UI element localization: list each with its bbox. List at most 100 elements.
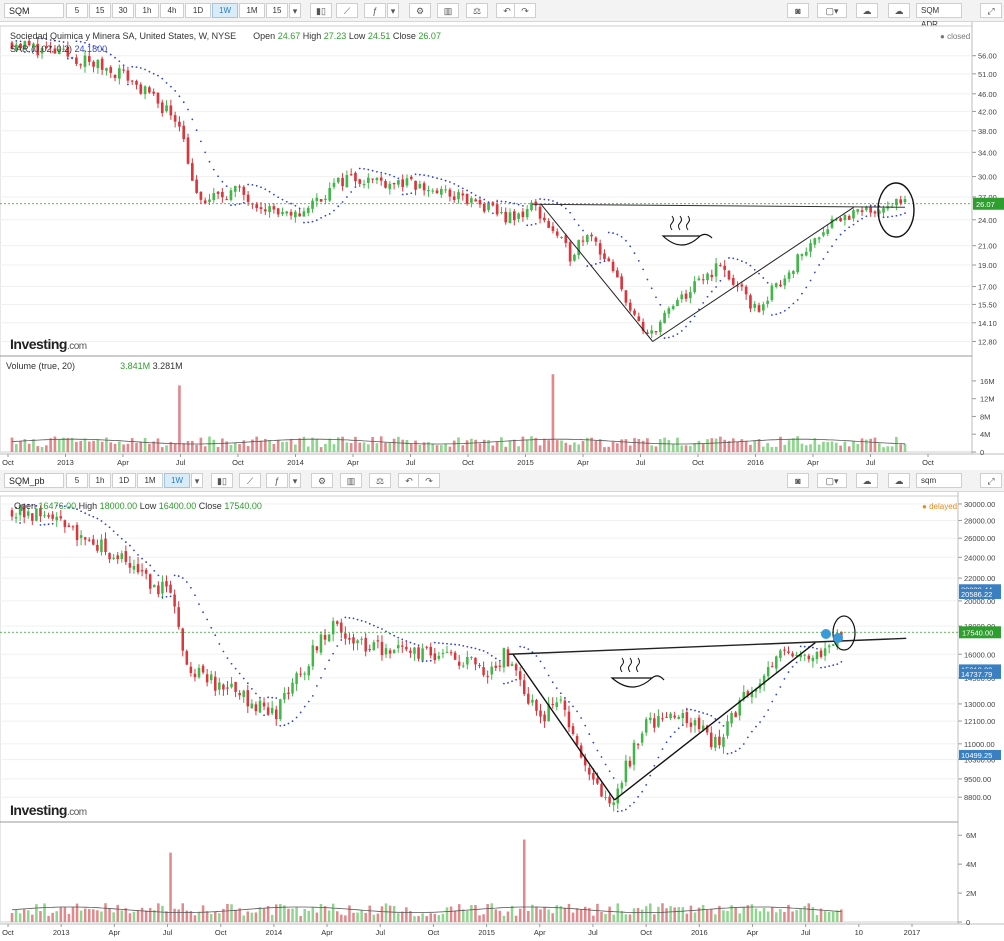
bottom-candles-style-icon[interactable]: ▮▯ [211,473,233,488]
top-sar-dot [689,320,692,323]
top-candle-body [873,211,877,214]
top-symbol-input[interactable]: SQM [4,3,64,18]
bottom-interval-1w[interactable]: 1W [164,473,190,488]
bottom-candle-body [59,516,63,519]
top-candle-body [384,181,387,188]
bottom-sar-dot [364,620,367,623]
top-volume-bar [36,446,40,452]
bottom-candle-body [600,784,603,797]
bottom-compare-scale-icon[interactable]: ⚖ [369,473,391,488]
bottom-volume-bar [47,915,50,922]
bottom-candle-body [291,682,294,694]
bottom-sar-dot [202,611,204,614]
bottom-interval-dropdown-icon[interactable]: ▾ [191,473,203,488]
bottom-bars-icon[interactable]: ▥ [340,473,362,488]
bottom-indicators-dropdown-icon[interactable]: ▾ [289,473,301,488]
bottom-candle-body [96,544,99,551]
top-interval-1m[interactable]: 1M [239,3,265,18]
top-interval-4h[interactable]: 4h [160,3,184,18]
top-volume-bar [208,436,211,452]
top-volume-bar [512,439,516,452]
bottom-undo-icon[interactable]: ↶ [398,473,420,488]
settings-gear-icon[interactable]: ⚙ [409,3,431,18]
bottom-volume-bar [718,905,721,922]
indicators-dropdown-icon[interactable]: ▾ [387,3,399,18]
bottom-interval-1d[interactable]: 1D [112,473,136,488]
bottom-interval-1m[interactable]: 1M [137,473,163,488]
bottom-symbol-input[interactable]: SQM_pb [4,473,64,488]
top-volume-bar [620,439,623,452]
top-candle-body [680,294,684,300]
bottom-color-picker-icon[interactable]: ▢▾ [817,473,847,488]
bottom-redo-icon[interactable]: ↷ [418,473,440,488]
bottom-volume-bar [604,914,607,922]
color-picker-icon[interactable]: ▢▾ [817,3,847,18]
bottom-left-trend-line [512,653,616,801]
top-sar-dot [444,179,447,182]
top-interval-1w[interactable]: 1W [212,3,238,18]
top-chart-canvas[interactable]: 56.00 51.00 46.00 42.00 38.00 34.00 30.00 27.00… [0,22,1004,470]
bottom-sar-dot [84,512,87,515]
top-fullscreen-icon[interactable]: ⤢ [980,3,1002,18]
bottom-volume-bar [685,913,689,922]
bottom-sar-dot [726,752,729,755]
area-style-icon[interactable]: ⟋ [336,3,358,18]
bars-icon[interactable]: ▥ [437,3,459,18]
top-interval-5[interactable]: 5 [66,3,88,18]
bottom-volume-bar [356,912,359,922]
bottom-candle-body [449,652,453,654]
top-symbol-label[interactable]: SQM ADR [916,3,962,29]
bottom-sar-dot [271,696,274,699]
bottom-volume-bar [173,908,176,922]
top-volume-bar [504,446,508,452]
bottom-volume-bar [266,906,270,922]
camera-snapshot-icon[interactable]: ◙ [787,3,809,18]
bottom-indicators-icon[interactable]: ƒ [266,473,288,488]
top-candle-body [620,276,623,290]
bottom-high-label: High [78,501,98,511]
bottom-price-tag-label: 17540.00 [962,628,993,637]
top-candle-body [564,235,568,243]
indicators-icon[interactable]: ƒ [364,3,386,18]
bottom-volume-bar [612,914,615,922]
top-interval-15[interactable]: 15 [89,3,111,18]
bottom-symbol-label[interactable]: sqm [916,473,962,488]
bottom-camera-snapshot-icon[interactable]: ◙ [787,473,809,488]
bottom-fullscreen-icon[interactable]: ⤢ [980,473,1002,488]
cloud-save-icon[interactable]: ☁ [888,3,910,18]
top-candle-body [439,188,443,195]
top-candle-body [289,211,293,216]
bottom-low-value: 16400.00 [158,501,197,511]
top-interval-1d[interactable]: 1D [185,3,211,18]
bottom-interval-5[interactable]: 5 [66,473,88,488]
bottom-candle-body [714,736,717,748]
bottom-cloud-load-icon[interactable]: ☁ [856,473,878,488]
redo-icon[interactable]: ↷ [514,3,536,18]
top-sar-dot [148,70,151,73]
top-candle-body [753,303,757,308]
top-interval-30[interactable]: 30 [112,3,134,18]
compare-scale-icon[interactable]: ⚖ [466,3,488,18]
top-x-tick-label: Jul [406,458,416,467]
top-candle-body [637,316,641,322]
top-candle-body [895,198,898,206]
top-sar-dot [436,177,438,180]
candles-style-icon[interactable]: ▮▯ [310,3,332,18]
top-sar-dot [491,212,494,215]
top-sar-dot [58,40,61,43]
top-interval-15-alt[interactable]: 15 [266,3,288,18]
top-volume-bar [195,444,198,452]
bottom-chart-canvas[interactable]: 30000.00 28000.00 26000.00 24000.00 22000.00… [0,492,1004,941]
bottom-x-tick-label: 2014 [266,928,283,937]
bottom-side-tag-label: 14737.79 [961,670,992,679]
top-volume-bar [87,441,91,452]
top-volume-bar [173,443,177,452]
cloud-load-icon[interactable]: ☁ [856,3,878,18]
bottom-interval-1h[interactable]: 1h [89,473,111,488]
bottom-area-style-icon[interactable]: ⟋ [239,473,261,488]
bottom-cloud-save-icon[interactable]: ☁ [888,473,910,488]
bottom-sar-dot [80,510,83,513]
top-interval-dropdown-icon[interactable]: ▾ [289,3,301,18]
bottom-settings-gear-icon[interactable]: ⚙ [311,473,333,488]
top-interval-1h[interactable]: 1h [135,3,159,18]
